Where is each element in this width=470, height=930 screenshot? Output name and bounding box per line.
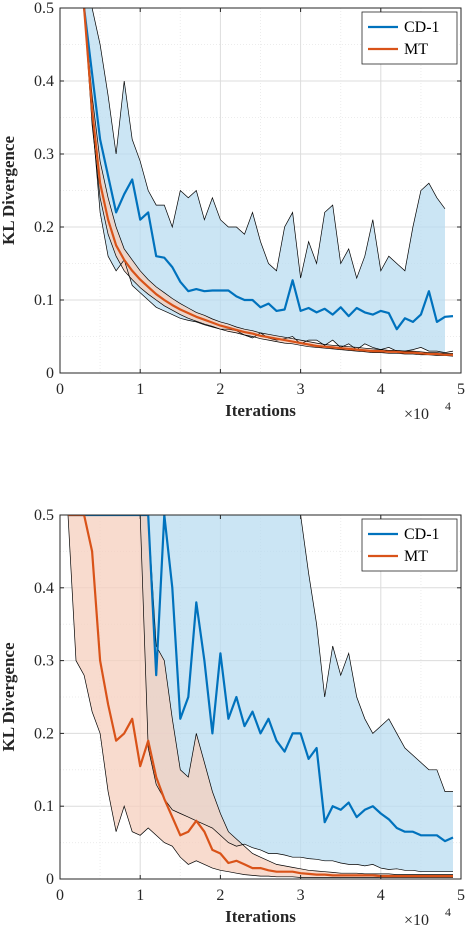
x-tick-label: 5: [457, 887, 465, 904]
x-tick-label: 5: [457, 381, 465, 398]
plot-area: [67, 515, 454, 878]
y-tick-label: 0.4: [34, 73, 54, 90]
series-line-cd1: [68, 515, 454, 843]
legend-label-cd1: CD-1: [404, 526, 440, 543]
x-tick-label: 3: [297, 381, 305, 398]
y-tick-label: 0.5: [34, 0, 54, 17]
band-edge-upper: [83, 8, 453, 354]
y-tick-label: 0.3: [34, 653, 54, 670]
y-axis-label: KL Divergence: [0, 136, 18, 246]
legend-box: [361, 11, 458, 65]
band-edge-lower: [83, 8, 454, 357]
band-edge-upper: [68, 515, 453, 875]
x-axis-label: Iterations: [225, 401, 296, 420]
x-tick-label: 1: [136, 887, 144, 904]
x-tick-label: 2: [216, 887, 224, 904]
x-multiplier-exponent: 4: [445, 399, 451, 413]
series-line-mt: [68, 515, 453, 878]
series-line-cd1: [83, 8, 454, 331]
y-tick-label: 0.1: [34, 798, 54, 815]
y-tick-label: 0.4: [34, 580, 54, 597]
x-tick-label: 0: [56, 887, 64, 904]
y-tick-label: 0.3: [34, 146, 54, 163]
legend-label-mt: MT: [404, 548, 428, 565]
x-tick-label: 3: [297, 887, 305, 904]
band-edge-upper: [68, 515, 453, 792]
band-mt: [68, 515, 453, 878]
y-axis-label: KL Divergence: [0, 642, 18, 752]
band-edge-lower: [68, 515, 453, 873]
legend-label-cd1: CD-1: [404, 19, 440, 36]
legend-label-mt: MT: [404, 41, 428, 58]
x-tick-label: 4: [377, 887, 385, 904]
x-multiplier: ×10: [404, 406, 429, 423]
y-tick-label: 0: [46, 365, 54, 382]
plot-area: [83, 8, 454, 357]
y-tick-label: 0.2: [34, 219, 54, 236]
x-multiplier: ×10: [404, 912, 429, 929]
axes-frame: [59, 7, 462, 374]
x-axis-label: Iterations: [225, 907, 296, 926]
y-tick-label: 0: [46, 871, 54, 888]
band-edge-lower: [67, 515, 453, 878]
x-tick-label: 1: [136, 381, 144, 398]
x-tick-label: 2: [216, 381, 224, 398]
legend: CD-1 MT: [361, 518, 458, 572]
band-cd1: [84, 8, 445, 353]
x-tick-label: 4: [377, 381, 385, 398]
x-multiplier-exponent: 4: [445, 905, 451, 919]
x-tick-label: 0: [56, 381, 64, 398]
band-edge-upper: [84, 8, 446, 280]
legend: CD-1 MT: [361, 11, 458, 65]
y-tick-label: 0.2: [34, 725, 54, 742]
y-tick-label: 0.5: [34, 507, 54, 524]
series-line-mt: [83, 8, 453, 356]
axes-frame: [59, 514, 462, 880]
y-tick-label: 0.1: [34, 292, 54, 309]
legend-box: [361, 518, 458, 572]
